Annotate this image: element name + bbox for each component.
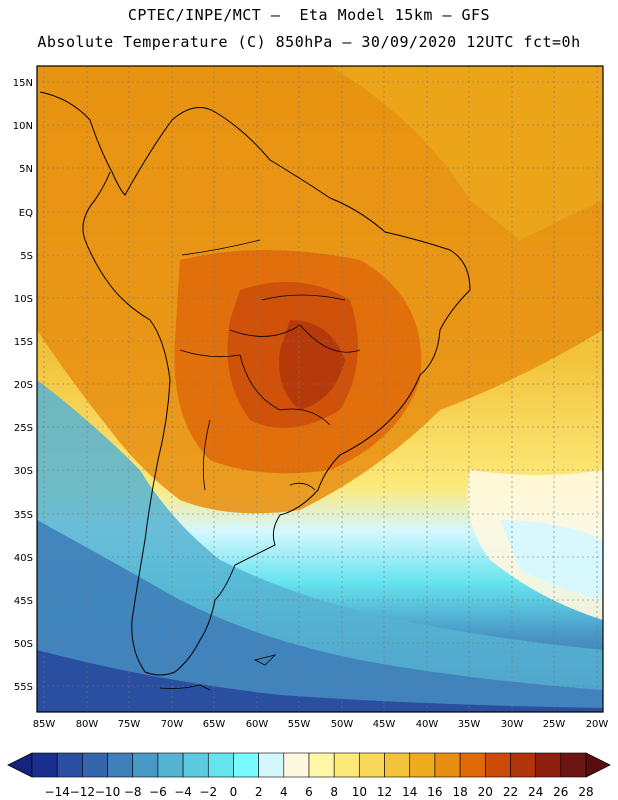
lon-label: 40W [416,719,439,730]
lat-label: 5N [19,164,33,175]
colorbar-swatch [31,752,58,778]
colorbar-swatch [283,752,310,778]
lon-label: 50W [331,719,354,730]
colorbar-swatch [56,752,83,778]
colorbar-tick-label: −4 [174,785,192,799]
colorbar-swatch [258,752,285,778]
lat-label: 25S [14,423,33,434]
colorbar-tick-label: −10 [95,785,120,799]
coastline [39,91,471,691]
lon-label: 65W [203,719,226,730]
colorbar-tick-label: 18 [452,785,467,799]
lat-label: 15S [14,337,33,348]
lon-label: 35W [458,719,481,730]
colorbar-right-arrow [585,752,611,778]
colorbar-swatch [459,752,486,778]
lon-label: 25W [543,719,566,730]
colorbar-swatch [359,752,385,778]
colorbar-tick-label: 22 [503,785,518,799]
colorbar-tick-label: −6 [149,785,167,799]
lon-label: 70W [161,719,184,730]
colorbar: −14 −12 −10 −8 −6 −4 −2 0 2 4 6 8 10 12 14 16 18 20 22 24 26… [7,752,611,799]
colorbar-swatch [132,752,159,778]
map-title-line-1: CPTEC/INPE/MCT — Eta Model 15km — GFS [127,6,491,24]
lat-label: 15N [13,78,33,89]
lon-label: 20W [586,719,609,730]
lat-label: 5S [20,251,33,262]
lon-label: 80W [76,719,99,730]
colorbar-swatch [409,752,436,778]
colorbar-tick-label: −12 [70,785,95,799]
lat-label: 20S [14,380,33,391]
lon-label: 30W [501,719,524,730]
lon-label: 75W [118,719,141,730]
graticule [37,66,603,712]
colorbar-tick-label: 24 [528,785,543,799]
colorbar-swatch [308,752,335,778]
colorbar-tick-label: 16 [427,785,442,799]
map-title-line-2: Absolute Temperature (C) 850hPa — 30/09/… [37,33,581,51]
lat-label: 45S [14,596,33,607]
colorbar-tick-label: 8 [330,785,338,799]
lat-label: 10S [14,294,33,305]
colorbar-tick-label: 4 [280,785,288,799]
lat-label: 10N [13,121,33,132]
colorbar-swatch [333,752,360,778]
temperature-field [37,66,603,712]
lon-label: 85W [33,719,56,730]
colorbar-left-arrow [7,752,33,778]
colorbar-tick-label: −8 [124,785,142,799]
lat-label: 55S [14,682,33,693]
colorbar-swatch [107,752,134,778]
lat-label: 50S [14,639,33,650]
latitude-axis: 15N 10N 5N EQ 5S 10S 15S 20S 25S 30S 35S… [13,78,33,693]
colorbar-swatch [510,752,536,778]
colorbar-tick-label: 6 [305,785,313,799]
longitude-axis: 85W 80W 75W 70W 65W 60W 55W 50W 45W 40W … [33,719,609,730]
colorbar-tick-label: 12 [377,785,392,799]
colorbar-swatch [207,752,234,778]
colorbar-swatch [182,752,209,778]
colorbar-swatch [434,752,461,778]
colorbar-swatch [384,752,411,778]
lat-label: 40S [14,553,33,564]
map-frame [36,65,604,713]
lat-label: 35S [14,510,33,521]
lat-label: EQ [19,208,33,219]
colorbar-swatch [560,752,587,778]
colorbar-tick-label: −14 [45,785,70,799]
lon-label: 45W [373,719,396,730]
colorbar-swatch [484,752,511,778]
colorbar-tick-label: 10 [352,785,367,799]
colorbar-swatch [157,752,184,778]
colorbar-tick-label: 14 [402,785,417,799]
lon-label: 55W [288,719,311,730]
colorbar-tick-label: 20 [478,785,493,799]
lat-label: 30S [14,466,33,477]
colorbar-swatch [233,752,259,778]
colorbar-swatch [82,752,108,778]
lon-label: 60W [246,719,269,730]
colorbar-swatch [535,752,562,778]
colorbar-tick-label: 28 [578,785,593,799]
colorbar-tick-label: 26 [553,785,568,799]
colorbar-tick-label: 2 [255,785,263,799]
colorbar-tick-label: −2 [199,785,217,799]
colorbar-tick-label: 0 [230,785,238,799]
